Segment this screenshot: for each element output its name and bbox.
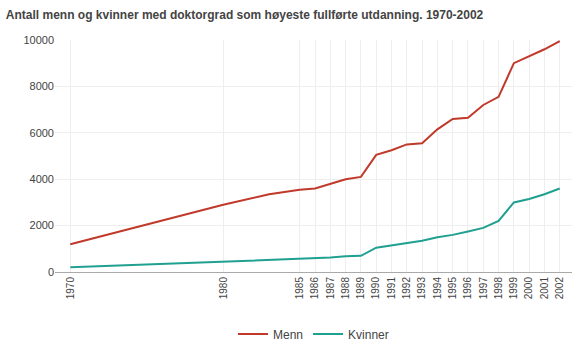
svg-text:1980: 1980 [218,277,229,300]
svg-text:2000: 2000 [30,219,54,231]
svg-text:1986: 1986 [309,277,320,300]
svg-text:1999: 1999 [508,277,519,300]
svg-text:1985: 1985 [294,277,305,300]
svg-text:1998: 1998 [493,277,504,300]
svg-text:8000: 8000 [30,80,54,92]
svg-text:1997: 1997 [478,277,489,300]
svg-text:2000: 2000 [523,277,534,300]
svg-text:Kvinner: Kvinner [348,328,389,342]
svg-text:10000: 10000 [23,34,54,46]
svg-text:1990: 1990 [370,277,381,300]
svg-text:6000: 6000 [30,127,54,139]
svg-text:1993: 1993 [416,277,427,300]
svg-text:0: 0 [48,266,54,278]
svg-text:1987: 1987 [325,277,336,300]
svg-text:Antall menn og kvinner med dok: Antall menn og kvinner med doktorgrad so… [6,8,484,22]
svg-text:1994: 1994 [432,277,443,300]
svg-text:1995: 1995 [447,277,458,300]
svg-text:1996: 1996 [462,277,473,300]
svg-text:1988: 1988 [340,277,351,300]
svg-text:1991: 1991 [386,277,397,300]
svg-text:4000: 4000 [30,173,54,185]
svg-text:Menn: Menn [273,328,303,342]
svg-text:2001: 2001 [539,277,550,300]
svg-text:1989: 1989 [355,277,366,300]
svg-text:1992: 1992 [401,277,412,300]
svg-text:1970: 1970 [65,277,76,300]
svg-text:2002: 2002 [554,277,565,300]
